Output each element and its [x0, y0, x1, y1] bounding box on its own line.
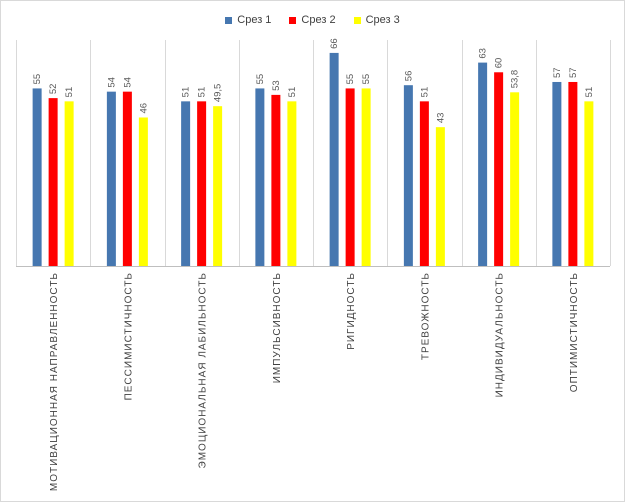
- bar: [403, 85, 413, 266]
- data-label: 53,8: [510, 70, 521, 89]
- bar: [181, 101, 191, 266]
- legend-swatch-series-1: [225, 16, 233, 24]
- x-tick-label: ТРЕВОЖНОСТЬ: [420, 272, 431, 360]
- bar: [197, 101, 207, 266]
- bar: [345, 88, 355, 266]
- data-label: 55: [361, 74, 372, 85]
- data-label: 51: [419, 87, 430, 98]
- data-label: 54: [106, 77, 117, 88]
- legend-label-series-2: Срез 2: [301, 14, 336, 26]
- bar: [213, 106, 223, 266]
- legend-swatch-series-3: [353, 16, 361, 24]
- data-label: 43: [435, 113, 446, 124]
- data-label: 60: [494, 58, 505, 69]
- bar: [271, 94, 281, 266]
- x-tick-label: ИМПУЛЬСИВНОСТЬ: [272, 272, 283, 383]
- data-label: 55: [32, 74, 43, 85]
- data-label: 53: [271, 80, 282, 91]
- bar: [48, 98, 58, 266]
- data-label: 55: [345, 74, 356, 85]
- data-label: 52: [48, 84, 59, 95]
- data-label: 51: [181, 87, 192, 98]
- x-tick-label: ИНДИВИДУАЛЬНОСТЬ: [495, 272, 506, 397]
- bar: [494, 72, 504, 267]
- x-tick-label: ПЕССИМИСТИЧНОСТЬ: [123, 272, 134, 400]
- data-label: 63: [478, 48, 489, 59]
- bar: [552, 81, 562, 266]
- bar: [584, 101, 594, 266]
- bar: [361, 88, 371, 266]
- data-label: 54: [122, 77, 133, 88]
- bar: [32, 88, 42, 266]
- bar: [329, 52, 339, 266]
- bar: [122, 91, 132, 267]
- legend-item-series-3: Срез 3: [353, 12, 400, 28]
- data-label: 51: [64, 87, 75, 98]
- data-label: 57: [552, 67, 563, 78]
- legend-label-series-1: Срез 1: [237, 14, 272, 26]
- bar: [435, 127, 445, 267]
- data-label: 57: [568, 67, 579, 78]
- data-label: 51: [584, 87, 595, 98]
- bar: [419, 101, 429, 266]
- bar: [510, 92, 520, 266]
- data-label: 46: [138, 103, 149, 114]
- x-tick-label: ЭМОЦИОНАЛЬНАЯ ЛАБИЛЬНОСТЬ: [198, 272, 209, 468]
- bar: [287, 101, 297, 266]
- bar: [138, 117, 148, 266]
- x-tick-label: ОПТИМИСТИЧНОСТЬ: [569, 272, 580, 392]
- bar: [568, 81, 578, 266]
- x-tick-label: МОТИВАЦИОННАЯ НАПРАВЛЕННОСТЬ: [49, 272, 60, 491]
- bar: [64, 101, 74, 266]
- legend-item-series-1: Срез 1: [225, 12, 271, 28]
- x-tick-label: РИГИДНОСТЬ: [346, 272, 357, 350]
- data-label: 51: [287, 87, 298, 98]
- bar: [106, 91, 116, 267]
- bar: [478, 62, 488, 266]
- data-label: 66: [329, 38, 340, 49]
- legend-swatch-series-2: [289, 16, 297, 24]
- data-label: 55: [255, 74, 266, 85]
- data-label: 49,5: [213, 84, 224, 103]
- legend-label-series-3: Срез 3: [365, 14, 400, 26]
- legend-item-series-2: Срез 2: [289, 12, 336, 28]
- data-label: 56: [403, 71, 414, 82]
- legend: Срез 1 Срез 2 Срез 3: [0, 12, 625, 28]
- bar: [255, 88, 265, 266]
- data-label: 51: [197, 87, 208, 98]
